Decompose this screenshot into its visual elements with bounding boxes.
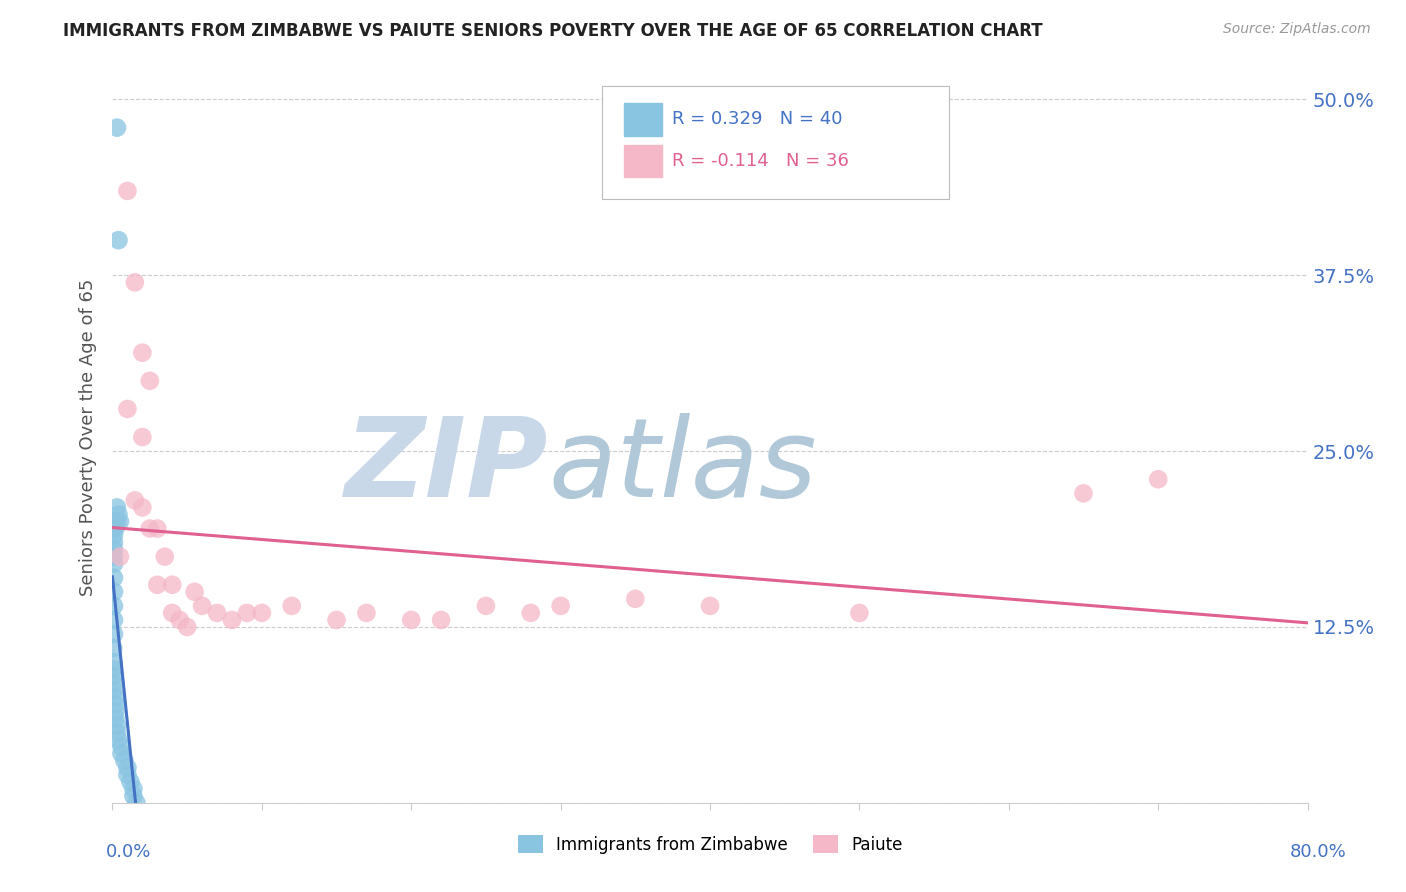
Point <box>125 796 148 810</box>
Point <box>105 718 128 732</box>
Point <box>325 613 347 627</box>
Point <box>124 493 146 508</box>
Point <box>430 613 453 627</box>
Point <box>146 521 169 535</box>
Point <box>105 120 128 135</box>
Point <box>103 676 125 690</box>
Legend: Immigrants from Zimbabwe, Paiute: Immigrants from Zimbabwe, Paiute <box>510 829 910 860</box>
Point <box>699 599 721 613</box>
Text: ZIP: ZIP <box>346 413 548 520</box>
Point <box>550 599 572 613</box>
Point <box>122 789 145 803</box>
Point <box>103 662 125 676</box>
Point <box>848 606 870 620</box>
Point <box>401 613 423 627</box>
Point <box>153 549 176 564</box>
Point <box>250 606 273 620</box>
Text: R = -0.114   N = 36: R = -0.114 N = 36 <box>672 153 849 170</box>
Point <box>103 521 125 535</box>
Point <box>105 725 128 739</box>
Point <box>108 549 131 564</box>
Point <box>122 781 145 796</box>
Point <box>131 345 153 359</box>
Text: 80.0%: 80.0% <box>1291 843 1347 861</box>
Text: 0.0%: 0.0% <box>105 843 150 861</box>
Point <box>139 521 162 535</box>
Point <box>103 571 125 585</box>
Point <box>103 584 125 599</box>
Point <box>103 683 125 698</box>
Point <box>236 606 259 620</box>
Point <box>520 606 543 620</box>
Point <box>104 521 127 535</box>
Point <box>103 599 125 613</box>
Point <box>104 690 127 705</box>
Point <box>105 500 128 515</box>
Point <box>191 599 214 613</box>
Point <box>131 430 153 444</box>
Point <box>103 627 125 641</box>
Point <box>103 655 125 669</box>
Point <box>103 549 125 564</box>
Point <box>107 508 129 522</box>
Point <box>162 606 183 620</box>
Point <box>139 374 162 388</box>
Point <box>114 754 135 768</box>
Bar <box>624 145 662 178</box>
Point <box>108 515 131 529</box>
Point <box>124 276 146 290</box>
Text: IMMIGRANTS FROM ZIMBABWE VS PAIUTE SENIORS POVERTY OVER THE AGE OF 65 CORRELATIO: IMMIGRANTS FROM ZIMBABWE VS PAIUTE SENIO… <box>63 22 1043 40</box>
Point <box>110 739 132 754</box>
Point <box>221 613 243 627</box>
Point <box>120 774 142 789</box>
Point <box>103 528 125 542</box>
Point <box>183 584 205 599</box>
Point <box>281 599 304 613</box>
Point <box>110 747 132 761</box>
Point <box>103 613 125 627</box>
Point <box>107 732 129 747</box>
Point <box>475 599 498 613</box>
Y-axis label: Seniors Poverty Over the Age of 65: Seniors Poverty Over the Age of 65 <box>79 278 97 596</box>
Point <box>1147 472 1170 486</box>
Point <box>162 578 183 592</box>
Point <box>103 669 125 683</box>
Point <box>103 557 125 571</box>
Point <box>117 401 139 416</box>
Point <box>105 515 128 529</box>
Point <box>104 705 127 719</box>
Text: Source: ZipAtlas.com: Source: ZipAtlas.com <box>1223 22 1371 37</box>
Point <box>103 542 125 557</box>
Point <box>1073 486 1095 500</box>
Point <box>117 767 139 781</box>
Point <box>107 233 129 247</box>
Point <box>146 578 169 592</box>
Text: atlas: atlas <box>548 413 817 520</box>
Point <box>131 500 153 515</box>
Point <box>117 761 139 775</box>
Point <box>104 711 127 725</box>
Point <box>624 591 647 606</box>
Bar <box>624 103 662 136</box>
Point <box>176 620 198 634</box>
Text: R = 0.329   N = 40: R = 0.329 N = 40 <box>672 110 842 128</box>
Point <box>169 613 191 627</box>
Point <box>356 606 378 620</box>
Point <box>104 698 127 712</box>
Point <box>103 535 125 549</box>
Point <box>103 641 125 656</box>
FancyBboxPatch shape <box>603 86 949 200</box>
Point <box>117 184 139 198</box>
Point <box>205 606 228 620</box>
